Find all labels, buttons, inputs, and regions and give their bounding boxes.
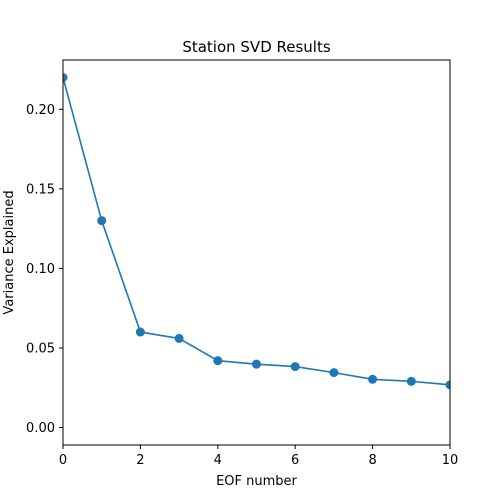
data-point	[135, 327, 145, 337]
x-tick-label: 6	[291, 453, 299, 468]
x-tick-label: 10	[442, 453, 459, 468]
x-tick-label: 2	[136, 453, 144, 468]
data-point	[63, 73, 68, 82]
data-point	[290, 362, 300, 372]
y-tick-label: 0.10	[26, 262, 55, 277]
x-axis: 0 2 4 6 8 10	[59, 445, 458, 468]
chart-title: Station SVD Results	[182, 38, 331, 56]
x-tick-label: 8	[368, 453, 376, 468]
y-axis: 0.00 0.05 0.10 0.15 0.20	[26, 103, 63, 436]
x-tick-label: 0	[59, 453, 67, 468]
x-axis-label: EOF number	[216, 474, 297, 489]
y-tick-label: 0.05	[26, 341, 55, 356]
y-axis-label: Variance Explained	[2, 190, 17, 314]
y-tick-label: 0.15	[26, 182, 55, 197]
data-point	[406, 376, 416, 386]
data-point	[445, 380, 450, 390]
data-point	[368, 374, 378, 384]
x-tick-label: 4	[214, 453, 222, 468]
data-point	[252, 359, 261, 369]
y-tick-label: 0.20	[26, 103, 55, 118]
series-layer	[63, 73, 450, 390]
y-tick-label: 0.00	[26, 421, 55, 436]
data-point	[174, 333, 184, 343]
data-point	[97, 216, 107, 226]
plot-area: 0 2 4 6 8 10 0.00 0.05 0.10 0.15 0.20	[26, 59, 458, 468]
series-group	[63, 73, 450, 390]
axes-frame	[62, 59, 451, 446]
data-point	[329, 368, 339, 378]
data-point	[213, 356, 223, 366]
